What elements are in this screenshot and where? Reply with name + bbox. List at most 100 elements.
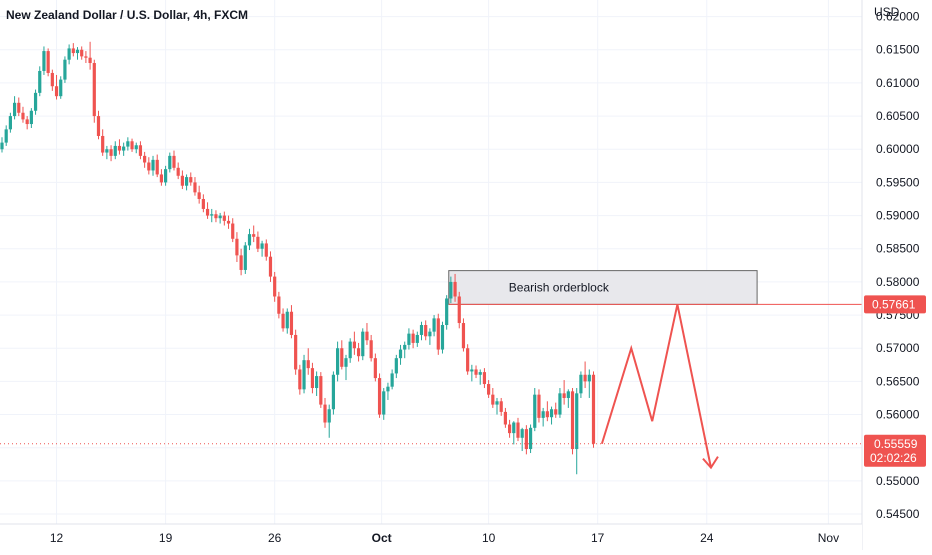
candle (545, 401, 549, 422)
candle-body (554, 409, 558, 415)
candle (331, 371, 336, 415)
candle-body (122, 146, 126, 151)
price-tick-label: 0.61000 (876, 76, 920, 90)
candle-body (243, 245, 247, 270)
candle (268, 251, 273, 282)
candle-body (302, 360, 306, 390)
candle (12, 96, 17, 120)
candle (369, 334, 373, 362)
candle (495, 397, 499, 415)
candle (306, 348, 310, 375)
candle-body (147, 162, 151, 171)
time-tick-label: 10 (482, 531, 496, 545)
candle-body (164, 169, 168, 183)
candle (189, 172, 193, 186)
candle-body (38, 70, 42, 93)
price-tick-label: 0.61500 (876, 43, 920, 57)
candle-body (201, 198, 205, 209)
candle (315, 371, 319, 396)
candle-body (285, 311, 289, 329)
candle (38, 66, 42, 97)
candle (575, 388, 579, 475)
candle (256, 231, 260, 253)
candle (566, 389, 570, 408)
candle-body (386, 386, 390, 392)
candle (570, 388, 575, 455)
candle (373, 353, 377, 382)
candle (105, 145, 109, 160)
candle-body (21, 112, 25, 120)
price-tick-label: 0.59500 (876, 175, 920, 189)
candle (50, 69, 54, 91)
candle-body (491, 394, 495, 405)
candle-body (319, 376, 323, 405)
candle-body (340, 348, 344, 367)
candle (365, 323, 369, 345)
candle (453, 273, 457, 302)
candle (101, 129, 105, 156)
candle-body (0, 142, 4, 150)
candle (537, 389, 541, 423)
candle (445, 295, 449, 330)
candle (75, 47, 80, 60)
candle (235, 232, 239, 262)
candle-body (512, 422, 516, 434)
candle-body (575, 393, 579, 450)
candle (151, 155, 155, 176)
candle (252, 225, 256, 243)
candle-body (499, 401, 503, 412)
candle (499, 397, 503, 416)
projection-path[interactable] (600, 304, 712, 468)
time-tick-label: Nov (818, 531, 839, 545)
candle-body (310, 368, 315, 389)
candle-body (419, 325, 424, 335)
orderblock-rect[interactable] (448, 270, 758, 305)
candle-body (193, 182, 197, 193)
candle (466, 344, 470, 375)
candle-body (356, 348, 361, 357)
candle-body (92, 63, 96, 117)
candle-body (327, 409, 331, 423)
time-axis[interactable]: 12 19 26 Oct 10 17 24 Nov (50, 531, 839, 545)
candle-body (281, 313, 285, 329)
candle (528, 424, 533, 454)
candle-body (117, 145, 122, 151)
candle-body (507, 424, 512, 434)
candle (80, 46, 84, 60)
candle (520, 427, 524, 452)
candle-body (84, 56, 88, 58)
candle (512, 421, 516, 445)
price-axis[interactable]: 0.62000 0.61500 0.61000 0.60500 0.60000 0.595… (876, 10, 920, 521)
candle (302, 354, 306, 394)
candle-body (352, 341, 356, 349)
candle-body (155, 159, 159, 175)
candle (336, 341, 340, 382)
candle-body (407, 333, 411, 345)
candle-body (294, 334, 298, 370)
candle (549, 406, 554, 425)
candle-body (445, 298, 449, 326)
candle-body (189, 177, 193, 183)
candle (587, 369, 591, 398)
candle (231, 218, 235, 243)
candle-body (382, 391, 386, 415)
candle (260, 240, 264, 257)
candle-body (105, 149, 109, 153)
candle (432, 315, 436, 337)
candle (273, 271, 277, 302)
candle-body (138, 145, 143, 156)
candle-body (495, 401, 499, 405)
candle-body (365, 331, 369, 341)
candle (491, 388, 495, 408)
candle-body (558, 393, 562, 415)
candle-body (369, 340, 373, 359)
candle (482, 368, 487, 389)
candle-body (226, 220, 231, 224)
candle-body (256, 236, 260, 249)
candle (4, 125, 8, 146)
candle (390, 369, 394, 390)
candle (29, 108, 33, 129)
candle (415, 331, 419, 347)
